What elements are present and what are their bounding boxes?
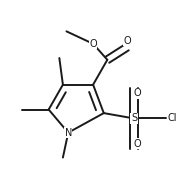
Text: O: O	[134, 139, 141, 149]
Text: O: O	[123, 36, 131, 46]
Text: S: S	[131, 113, 137, 123]
Text: Cl: Cl	[168, 113, 177, 123]
Text: O: O	[89, 39, 97, 49]
Text: N: N	[64, 128, 72, 138]
Text: O: O	[134, 88, 141, 98]
